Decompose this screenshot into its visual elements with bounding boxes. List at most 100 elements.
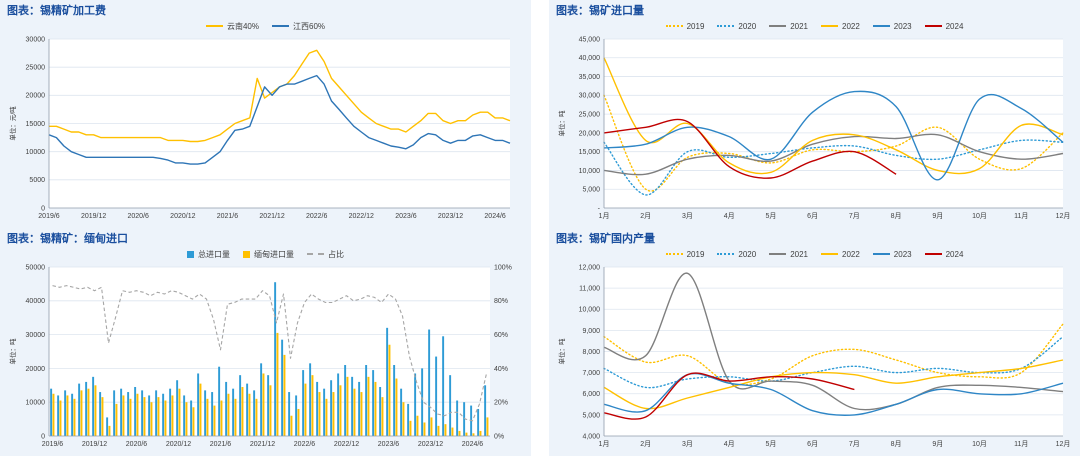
svg-text:10月: 10月 (972, 440, 987, 448)
legend-swatch-line (205, 25, 223, 27)
svg-text:2021/12: 2021/12 (250, 441, 275, 448)
svg-text:8月: 8月 (891, 212, 902, 220)
svg-text:10000: 10000 (26, 149, 46, 156)
chart-svg-domestic-output: 4,000 5,000 6,000 7,000 8,000 9,000 10,000 11,0… (557, 264, 1071, 448)
legend-item-ore_imports-5: 2024 (924, 21, 964, 31)
svg-text:12月: 12月 (1056, 440, 1071, 448)
svg-text:60%: 60% (494, 332, 508, 339)
legend-swatch-line (717, 253, 735, 255)
svg-text:3月: 3月 (682, 440, 693, 448)
svg-text:1月: 1月 (599, 440, 610, 448)
svg-text:6月: 6月 (807, 212, 818, 220)
svg-text:2021/12: 2021/12 (259, 213, 284, 220)
legend-item-myanmar_imports-0: 总进口量 (187, 249, 230, 260)
svg-text:11月: 11月 (1014, 212, 1028, 220)
svg-text:35,000: 35,000 (579, 74, 601, 81)
legend-label: 2019 (686, 21, 705, 31)
svg-text:3月: 3月 (682, 212, 693, 220)
legend-swatch-line (717, 25, 735, 27)
svg-text:2019/12: 2019/12 (81, 213, 106, 220)
legend-swatch-line (769, 253, 787, 255)
svg-text:2019/12: 2019/12 (82, 441, 107, 448)
svg-text:2021/6: 2021/6 (210, 441, 232, 448)
legend-item-processing_fee-0: 云南40% (205, 21, 259, 32)
svg-text:30000: 30000 (26, 36, 46, 43)
svg-text:-: - (598, 205, 601, 212)
svg-text:80%: 80% (494, 298, 508, 305)
panel-domestic-output: 图表：锡矿国内产量 2019 2020 2021 2022 2023 2024 4,000… (549, 228, 1080, 456)
svg-text:2022/12: 2022/12 (334, 441, 359, 448)
svg-text:单位：吨: 单位：吨 (8, 338, 17, 365)
svg-text:40000: 40000 (26, 298, 46, 305)
svg-text:11,000: 11,000 (579, 286, 600, 293)
svg-text:9月: 9月 (932, 440, 943, 448)
legend-label: 2020 (738, 21, 757, 31)
legend-swatch-line (821, 253, 838, 255)
legend-ore-imports: 2019 2020 2021 2022 2023 2024 (556, 19, 1073, 33)
svg-text:2022/6: 2022/6 (306, 213, 328, 220)
legend-swatch-line (665, 25, 683, 27)
svg-text:1月: 1月 (599, 212, 610, 220)
svg-text:2024/6: 2024/6 (484, 213, 506, 220)
svg-text:2020/6: 2020/6 (128, 213, 150, 220)
svg-text:40,000: 40,000 (579, 55, 601, 62)
legend-item-domestic_output-4: 2023 (872, 250, 912, 259)
svg-text:2024/6: 2024/6 (462, 441, 484, 448)
svg-text:12,000: 12,000 (579, 264, 601, 271)
legend-label: 2019 (686, 249, 705, 259)
legend-swatch-line (272, 25, 289, 27)
legend-swatch-line (307, 253, 324, 255)
svg-text:10月: 10月 (972, 212, 987, 220)
chart-title-processing-fee: 图表：锡精矿加工费 (7, 5, 106, 17)
legend-swatch-line (924, 25, 942, 27)
legend-item-domestic_output-0: 2019 (665, 249, 705, 259)
svg-text:4,000: 4,000 (582, 433, 600, 440)
svg-text:20000: 20000 (26, 366, 46, 373)
svg-text:8,000: 8,000 (582, 349, 600, 356)
svg-text:10,000: 10,000 (579, 307, 601, 314)
svg-text:2019/6: 2019/6 (42, 441, 64, 448)
chart-title-domestic-output: 图表：锡矿国内产量 (556, 233, 655, 245)
svg-text:5,000: 5,000 (582, 412, 600, 419)
svg-text:2022/6: 2022/6 (294, 441, 316, 448)
svg-text:2023/12: 2023/12 (418, 441, 443, 448)
svg-text:30,000: 30,000 (579, 93, 601, 100)
svg-text:2月: 2月 (640, 440, 651, 448)
svg-text:9,000: 9,000 (582, 328, 600, 335)
svg-text:2023/12: 2023/12 (438, 213, 463, 220)
svg-text:50000: 50000 (26, 264, 46, 271)
panel-myanmar-imports: 图表：锡精矿：缅甸进口 总进口量 缅甸进口量 占比 0 10000 20000 30000… (0, 228, 531, 456)
svg-text:20,000: 20,000 (579, 130, 601, 137)
legend-item-domestic_output-1: 2020 (717, 250, 756, 259)
svg-text:单位：吨: 单位：吨 (557, 110, 566, 137)
legend-label: 2024 (945, 21, 964, 31)
legend-swatch-line (924, 253, 942, 255)
svg-text:100%: 100% (494, 264, 512, 271)
legend-label: 总进口量 (198, 249, 230, 259)
svg-text:0%: 0% (494, 433, 504, 440)
legend-label: 占比 (328, 249, 344, 259)
svg-text:10,000: 10,000 (579, 168, 601, 175)
legend-domestic-output: 2019 2020 2021 2022 2023 2024 (556, 247, 1073, 261)
svg-text:单位：元/吨: 单位：元/吨 (8, 106, 17, 141)
legend-item-domestic_output-2: 2021 (769, 250, 808, 259)
legend-label: 2020 (738, 249, 757, 259)
legend-swatch-line (821, 25, 838, 27)
svg-text:2022/12: 2022/12 (349, 213, 374, 220)
svg-text:6,000: 6,000 (582, 391, 600, 398)
svg-text:25000: 25000 (26, 65, 46, 72)
legend-swatch-line (769, 25, 787, 27)
legend-swatch-line (872, 25, 890, 27)
svg-text:40%: 40% (494, 366, 508, 373)
svg-text:2020/6: 2020/6 (126, 441, 148, 448)
legend-swatch-line (665, 253, 683, 255)
legend-label: 缅甸进口量 (254, 249, 294, 259)
chart-svg-processing-fee: 0 5000 10000 15000 20000 25000 30000 2019/6 2019… (8, 36, 511, 220)
svg-text:2月: 2月 (640, 212, 651, 220)
chart-svg-myanmar-imports: 0 10000 20000 30000 40000 50000 0% 20% 40% 60% 80%… (8, 264, 512, 448)
legend-label: 2023 (893, 21, 912, 31)
legend-label: 2021 (790, 21, 808, 31)
svg-text:11月: 11月 (1014, 440, 1028, 448)
svg-text:2020/12: 2020/12 (170, 213, 195, 220)
